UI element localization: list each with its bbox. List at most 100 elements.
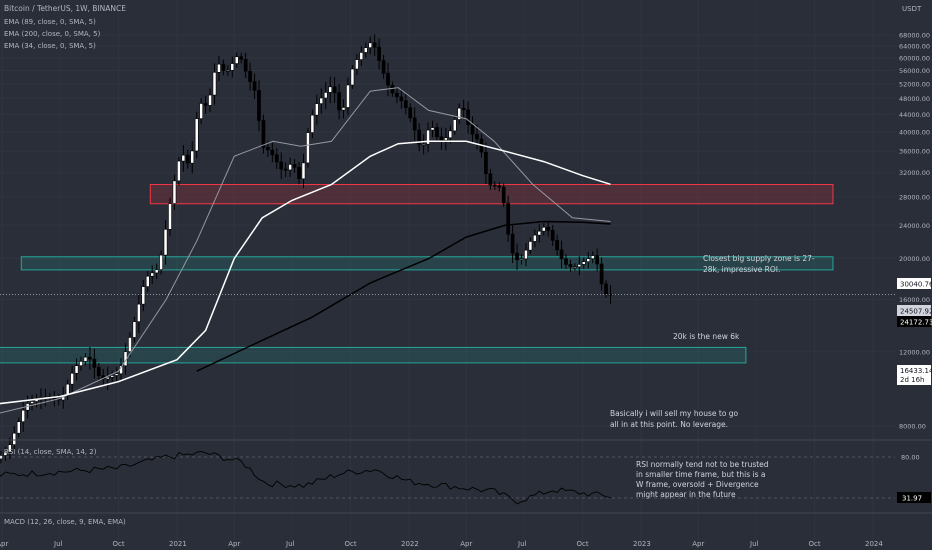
candle: [292, 158, 297, 174]
candle: [79, 356, 83, 371]
candle: [372, 34, 377, 57]
macd-title[interactable]: MACD (12, 26, close, 9, EMA, EMA): [4, 518, 126, 526]
indicator-ema34-title[interactable]: EMA (34, close, 0, SMA, 5): [4, 42, 96, 50]
candle: [163, 220, 168, 265]
candle-body-bull: [430, 127, 435, 131]
candle: [346, 77, 350, 116]
candles-layer: [0, 34, 613, 464]
candle-body-bear: [564, 258, 568, 265]
candle: [185, 149, 190, 169]
candle-body-bull: [12, 432, 17, 445]
indicator-ema89-title[interactable]: EMA (89, close, 0, SMA, 5): [4, 18, 96, 26]
candle: [439, 127, 444, 150]
candle-body-bear: [408, 107, 413, 119]
candle-body-bear: [595, 255, 599, 265]
candle-body-bear: [270, 149, 275, 156]
y-tick-label: 64000.00: [899, 43, 930, 51]
candle: [297, 162, 301, 185]
candle: [417, 123, 422, 152]
candle-body-bull: [346, 84, 350, 108]
x-tick-label: Jul: [53, 540, 63, 548]
candle: [475, 124, 479, 150]
candle: [181, 145, 186, 172]
candle: [386, 62, 390, 97]
candle: [172, 174, 177, 210]
candle-body-bull: [319, 97, 324, 104]
annotation-house-line2[interactable]: all in at this point. No leverage.: [610, 420, 728, 429]
candle-body-bear: [435, 127, 439, 138]
candle: [395, 86, 399, 104]
candle-body-bull: [350, 68, 355, 86]
rsi-title[interactable]: RSI (14, close, SMA, 14, 2): [4, 448, 97, 456]
candle: [381, 55, 386, 79]
y-tick-label: 56000.00: [899, 67, 930, 75]
candle-body-bear: [203, 103, 208, 106]
candle-body-bear: [252, 81, 257, 91]
ema34-line: [0, 87, 611, 414]
candle: [92, 348, 97, 379]
candle: [145, 270, 150, 293]
candle-body-bull: [524, 249, 528, 260]
x-tick-label: Oct: [577, 540, 589, 548]
candle: [581, 257, 586, 269]
candle: [426, 122, 430, 153]
candle-body-bull: [114, 373, 119, 376]
candle: [368, 36, 373, 55]
candle-body-bear: [185, 154, 190, 164]
candle-body-bull: [208, 94, 212, 106]
candle: [74, 358, 79, 381]
ema89-line: [0, 140, 611, 405]
indicator-ema200-title[interactable]: EMA (200, close, 0, SMA, 5): [4, 30, 101, 38]
candle: [70, 365, 74, 393]
rsi-value-label: 31.97: [897, 492, 931, 503]
candle: [363, 42, 368, 58]
candle: [559, 240, 564, 269]
candle: [399, 89, 404, 109]
candle: [306, 128, 310, 168]
ema200-line: [196, 220, 611, 372]
annotation-rsi-line3[interactable]: W frame, oversold + Divergence: [636, 480, 759, 489]
candle-body-bull: [573, 266, 577, 269]
candle: [435, 123, 439, 142]
y-tick-label: 52000.00: [899, 81, 930, 89]
candle-body-bear: [279, 161, 284, 170]
candle-body-bull: [150, 272, 155, 277]
candle: [199, 98, 204, 125]
candle-body-bull: [141, 286, 146, 305]
candle-body-bear: [559, 249, 564, 260]
candle-body-bear: [92, 358, 97, 368]
candle-body-bear: [283, 168, 288, 171]
annotation-new6k[interactable]: 20k is the new 6k: [673, 332, 740, 341]
candle-body-bear: [266, 147, 270, 151]
candle-body-bear: [439, 136, 444, 141]
symbol-title[interactable]: Bitcoin / TetherUS, 1W, BINANCE: [4, 4, 126, 13]
candle-body-bull: [110, 375, 115, 378]
candle: [279, 152, 284, 180]
candle: [83, 353, 88, 366]
candle-body-bull: [421, 143, 426, 146]
candle: [497, 181, 502, 192]
annotation-rsi-line2[interactable]: in smaller time frame, but this is a: [636, 470, 766, 479]
annotation-supply-line1[interactable]: Closest big supply zone is 27-: [703, 254, 815, 263]
candle: [488, 168, 493, 190]
candle: [448, 125, 453, 144]
candle-body-bear: [466, 109, 470, 125]
candle: [137, 293, 141, 333]
candle: [154, 263, 159, 280]
candle: [421, 134, 426, 155]
candle: [7, 437, 12, 460]
annotation-rsi-line1[interactable]: RSI normally tend not to be trusted: [636, 460, 769, 469]
candle: [532, 229, 537, 248]
candle-body-bear: [599, 263, 604, 285]
candle-body-bull: [288, 164, 292, 171]
candle-body-bull: [74, 365, 79, 374]
candle: [319, 88, 324, 114]
candle-body-bull: [234, 56, 239, 64]
annotation-house-line1[interactable]: Basically i will sell my house to go: [610, 409, 739, 418]
annotation-supply-line2[interactable]: 28k, impressive ROI.: [703, 265, 780, 274]
candle-body-bear: [546, 226, 551, 231]
annotation-rsi-line4[interactable]: might appear in the future: [636, 490, 736, 499]
candle-body-bull: [145, 275, 150, 287]
candle: [492, 181, 497, 191]
candle-body-bear: [88, 356, 92, 360]
